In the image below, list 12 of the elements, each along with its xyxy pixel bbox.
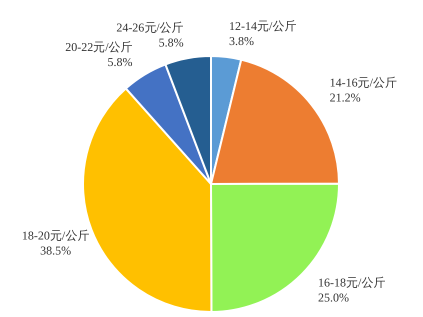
data-label: 21.2% [330,90,361,105]
slice-label: 20-22元/公斤 [65,40,133,54]
slice-label: 24-26元/公斤 [116,20,184,34]
slice-label: 16-18元/公斤 [318,276,386,290]
slice-label: 12-14元/公斤 [228,19,296,34]
data-label: 5.8% [108,54,133,69]
data-label: 38.5% [40,243,72,258]
data-label: 3.8% [228,34,254,48]
data-label: 25.0% [318,290,350,305]
slice-label: 18-20元/公斤 [22,228,90,242]
data-label: 5.8% [158,35,184,50]
slice-label: 14-16元/公斤 [330,76,398,90]
